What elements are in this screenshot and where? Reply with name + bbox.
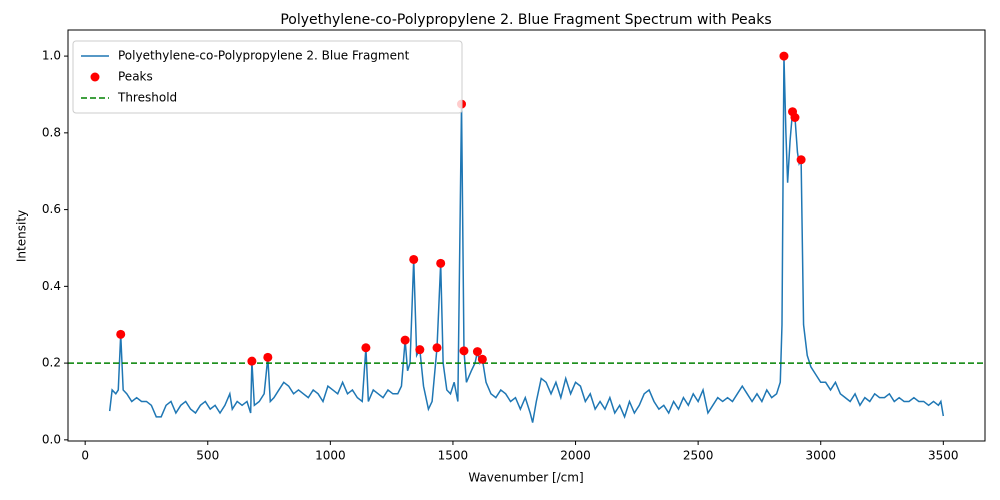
x-axis-label: Wavenumber [/cm]: [468, 471, 583, 485]
y-tick-label: 1.0: [42, 49, 61, 63]
x-tick-label: 0: [81, 449, 89, 463]
peak-point: [409, 254, 419, 264]
x-tick-label: 3000: [805, 449, 836, 463]
y-axis-label: Intensity: [15, 210, 29, 262]
peak-point: [459, 346, 469, 356]
peak-point: [415, 345, 425, 355]
peak-point: [361, 343, 371, 353]
chart-title: Polyethylene-co-Polypropylene 2. Blue Fr…: [280, 12, 771, 28]
x-tick-label: 1000: [315, 449, 346, 463]
legend-marker: [90, 72, 100, 82]
legend-box: [72, 40, 463, 114]
peak-point: [263, 352, 273, 362]
y-tick-label: 0.4: [42, 279, 61, 293]
peak-point: [477, 354, 487, 364]
y-tick-label: 0.8: [42, 125, 61, 139]
legend-label: Polyethylene-co-Polypropylene 2. Blue Fr…: [118, 49, 410, 63]
x-tick-label: 1500: [438, 449, 469, 463]
legend-label: Peaks: [118, 70, 153, 84]
plot-frame: [67, 29, 986, 442]
y-tick-label: 0.0: [42, 432, 61, 446]
y-tick-label: 0.6: [42, 202, 61, 216]
x-tick-label: 3500: [928, 449, 959, 463]
peak-point: [116, 329, 126, 339]
peak-point: [436, 258, 446, 268]
x-tick-label: 2000: [560, 449, 591, 463]
peak-point: [472, 347, 482, 357]
x-tick-label: 500: [196, 449, 219, 463]
peak-point: [247, 356, 257, 366]
legend-label: Threshold: [117, 91, 177, 105]
peak-point: [796, 155, 806, 165]
peak-point: [779, 51, 789, 61]
x-tick-label: 2500: [683, 449, 714, 463]
y-tick-label: 0.2: [42, 356, 61, 370]
peak-point: [400, 335, 410, 345]
peak-point: [790, 112, 800, 122]
peak-point: [432, 343, 442, 353]
